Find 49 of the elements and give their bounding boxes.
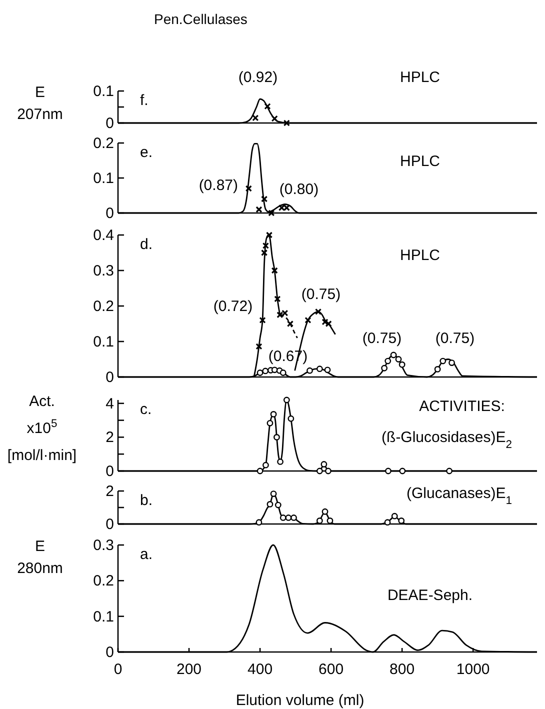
y-tick-label: 0.2 bbox=[93, 572, 114, 590]
y-tick-label: 0.1 bbox=[93, 83, 114, 100]
annotation: e. bbox=[140, 144, 153, 161]
y-tick-label: 0 bbox=[106, 115, 114, 132]
y-axis-title: E 280nm bbox=[17, 538, 63, 577]
y-tick-label: 0 bbox=[106, 644, 114, 661]
x-tick-label: 1000 bbox=[456, 661, 490, 678]
annotation: c. bbox=[140, 401, 152, 418]
y-tick-label: 2 bbox=[106, 429, 114, 446]
annotation: DEAE-Seph. bbox=[387, 587, 473, 604]
annotation: (0.75) bbox=[362, 330, 402, 347]
annotation: ACTIVITIES: bbox=[419, 398, 505, 415]
y-tick-label: 4 bbox=[106, 395, 114, 412]
annotation: HPLC bbox=[400, 247, 440, 264]
y-axis-title: E 207nm bbox=[17, 84, 63, 123]
y-tick-label: 0.1 bbox=[93, 608, 114, 626]
y-tick-label: 0.3 bbox=[93, 262, 114, 280]
annotation: (0.80) bbox=[279, 181, 319, 198]
annotation: d. bbox=[140, 236, 153, 253]
chart-title: Pen.Cellulases bbox=[154, 11, 248, 27]
y-tick-label: 0 bbox=[106, 205, 114, 222]
annotation: (0.72) bbox=[213, 298, 253, 315]
x-axis-title: Elution volume (ml) bbox=[236, 692, 364, 709]
y-tick-label: 0.2 bbox=[93, 135, 114, 152]
text: (0.92) bbox=[238, 69, 278, 86]
annotation: (0.75) bbox=[435, 330, 475, 347]
x-tick-label: 200 bbox=[176, 661, 202, 678]
annotation: a. bbox=[140, 546, 153, 563]
y-tick-label: 0 bbox=[106, 516, 114, 533]
annotation: (ß-Glucosidases)E$_{2}$ bbox=[382, 429, 512, 451]
x-tick-label: 800 bbox=[390, 661, 415, 678]
x-tick-label: 400 bbox=[248, 661, 273, 678]
y-tick-label: 0.3 bbox=[93, 537, 114, 554]
y-tick-label: 2 bbox=[106, 483, 114, 500]
text: Act. x10$^{5}$ [mol/l·min] bbox=[7, 393, 77, 464]
y-tick-label: 0.4 bbox=[93, 227, 114, 244]
y-tick-label: 0 bbox=[106, 463, 114, 480]
y-tick-label: 0.2 bbox=[93, 298, 114, 315]
y-tick-label: 0.1 bbox=[93, 170, 114, 187]
annotation: (Glucanases)E$_{1}$ bbox=[406, 485, 512, 507]
y-tick-label: 0 bbox=[106, 369, 114, 386]
annotation: HPLC bbox=[400, 153, 440, 170]
annotation: (0.75) bbox=[301, 286, 341, 303]
annotation: f. bbox=[140, 92, 148, 109]
annotation: (0.87) bbox=[198, 177, 238, 194]
annotation: b. bbox=[140, 492, 153, 509]
x-tick-label: 600 bbox=[318, 661, 344, 678]
y-tick-label: 0.1 bbox=[93, 334, 114, 350]
text: HPLC bbox=[400, 69, 440, 86]
